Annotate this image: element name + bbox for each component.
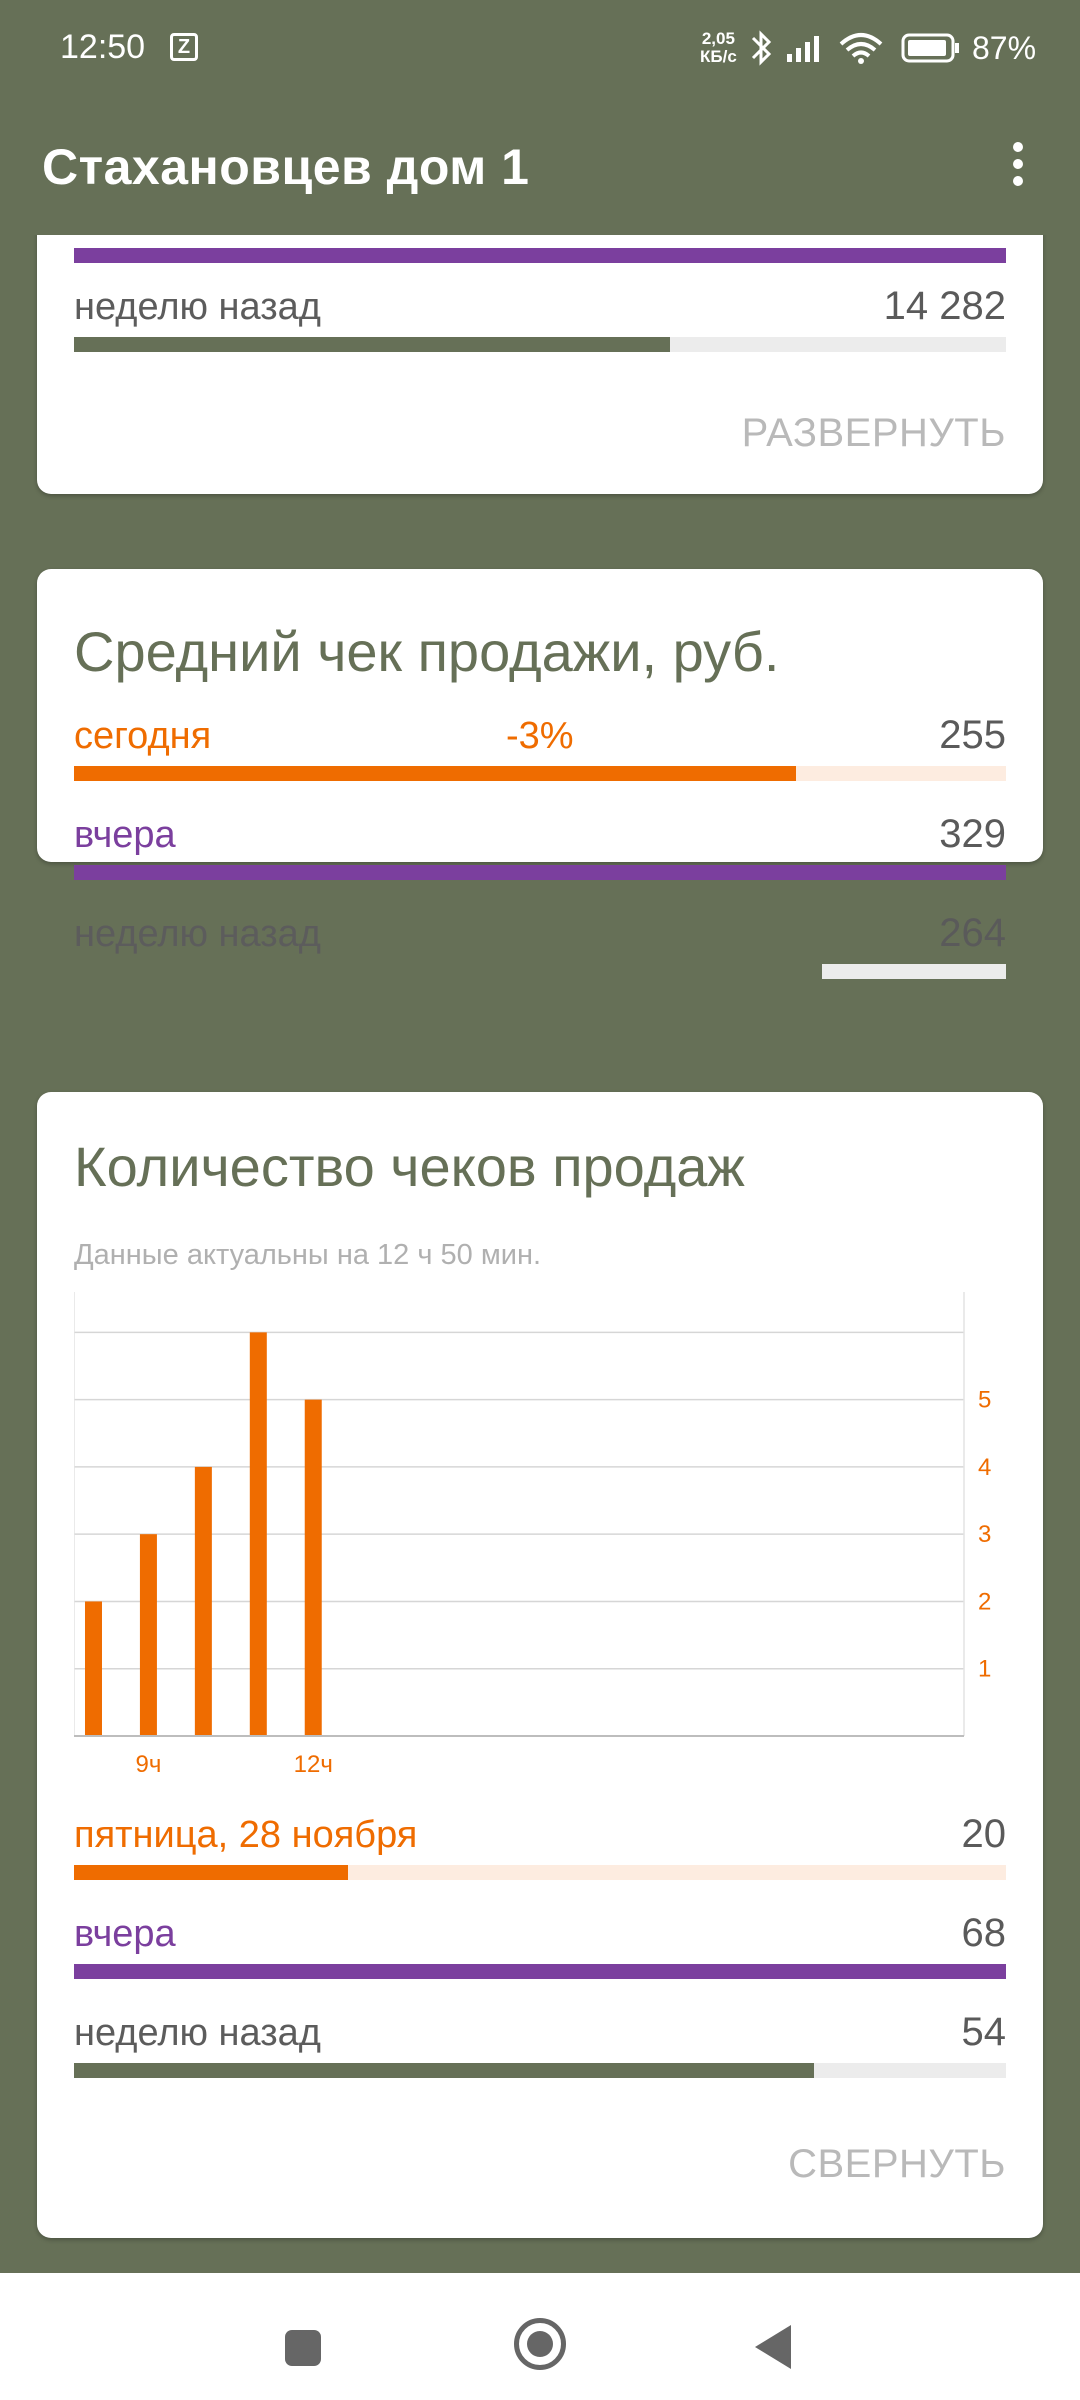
chart-bar xyxy=(304,1399,322,1736)
today-label: сегодня xyxy=(74,715,212,757)
home-button[interactable] xyxy=(514,2318,566,2370)
chart-x-tick-label: 12ч xyxy=(294,1751,333,1778)
today-value: 255 xyxy=(939,713,1006,757)
avg-check-card: Средний чек продажи, руб. сегодня -3% 25… xyxy=(37,569,1043,979)
today-value: 20 xyxy=(961,1812,1007,1856)
today-delta: -3% xyxy=(506,715,574,757)
menu-dot xyxy=(1013,159,1023,169)
network-speed-value: 2,05 xyxy=(701,29,735,48)
week-ago-bar-fill xyxy=(74,2063,814,2078)
more-vert-icon[interactable] xyxy=(1010,142,1026,188)
today-bar xyxy=(74,766,1006,781)
page-title: Стахановцев дом 1 xyxy=(42,139,530,195)
today-bar-fill xyxy=(74,1865,348,1880)
z-app-icon: Z xyxy=(170,33,198,61)
data-freshness-note: Данные актуальны на 12 ч 50 мин. xyxy=(74,1239,542,1271)
check-count-title: Количество чеков продаж xyxy=(74,1135,745,1198)
network-speed: 2,05 КБ/с xyxy=(700,30,737,66)
yesterday-bar-fill xyxy=(74,1964,1006,1979)
battery-icon xyxy=(901,33,959,63)
chart-x-tick-label: 9ч xyxy=(135,1751,161,1778)
check-count-card: Количество чеков продаж Данные актуальны… xyxy=(37,1092,1043,2238)
content-scroll[interactable]: неделю назад 14 282 РАЗВЕРНУТЬ Средний ч… xyxy=(0,235,1080,2273)
today-bar xyxy=(74,1865,1006,1880)
chart-y-tick-label: 1 xyxy=(978,1656,991,1683)
chart-bar xyxy=(249,1332,267,1736)
yesterday-value: 329 xyxy=(939,812,1006,856)
expand-button[interactable]: РАЗВЕРНУТЬ xyxy=(741,411,1006,455)
collapse-button[interactable]: СВЕРНУТЬ xyxy=(788,2142,1006,2186)
week-ago-bar-fill xyxy=(74,337,671,352)
network-speed-unit: КБ/с xyxy=(700,47,737,66)
today-bar-fill xyxy=(74,766,797,781)
home-button-dot xyxy=(527,2331,553,2357)
yesterday-bar xyxy=(74,865,1006,880)
menu-dot xyxy=(1013,142,1023,152)
week-ago-bar xyxy=(74,964,1006,979)
chart-y-tick-label: 3 xyxy=(978,1521,991,1548)
bluetooth-icon xyxy=(751,30,772,66)
yesterday-value: 68 xyxy=(961,1911,1007,1955)
week-ago-bar xyxy=(74,2063,1006,2078)
wifi-icon xyxy=(839,33,883,64)
chart-bar xyxy=(84,1601,102,1736)
week-ago-label: неделю назад xyxy=(74,286,321,328)
yesterday-label: вчера xyxy=(74,1913,176,1955)
yesterday-bar-fill xyxy=(74,865,1006,880)
week-ago-bar-fill xyxy=(74,964,823,979)
chart-y-tick-label: 4 xyxy=(978,1454,991,1481)
status-icons xyxy=(751,30,959,66)
hourly-checks-chart: 1 2 3 4 5 9ч 12ч xyxy=(74,1292,991,1778)
avg-check-title: Средний чек продажи, руб. xyxy=(74,620,780,683)
week-ago-label: неделю назад xyxy=(74,2012,321,2054)
back-button[interactable] xyxy=(755,2325,791,2369)
recents-button[interactable] xyxy=(285,2330,321,2366)
week-ago-bar xyxy=(74,337,1006,352)
yesterday-label: вчера xyxy=(74,814,176,856)
chart-y-tick-label: 2 xyxy=(978,1588,991,1615)
chart-bar xyxy=(139,1534,157,1736)
chart-bar xyxy=(194,1466,212,1736)
status-time: 12:50 xyxy=(60,28,146,66)
week-ago-value: 54 xyxy=(961,2010,1007,2054)
week-ago-label: неделю назад xyxy=(74,913,321,955)
status-bar: 12:50 Z 2,05 КБ/с 87% xyxy=(0,0,1080,100)
signal-icon xyxy=(787,36,819,62)
revenue-card: неделю назад 14 282 РАЗВЕРНУТЬ xyxy=(37,235,1043,494)
week-ago-value: 14 282 xyxy=(883,284,1006,328)
week-ago-value: 264 xyxy=(939,911,1006,955)
yesterday-bar xyxy=(74,1964,1006,1979)
chart-y-tick-label: 5 xyxy=(978,1387,991,1414)
yesterday-bar xyxy=(74,248,1006,263)
battery-percent: 87% xyxy=(972,30,1037,66)
menu-dot xyxy=(1013,176,1023,186)
today-label: пятница, 28 ноября xyxy=(74,1814,418,1856)
